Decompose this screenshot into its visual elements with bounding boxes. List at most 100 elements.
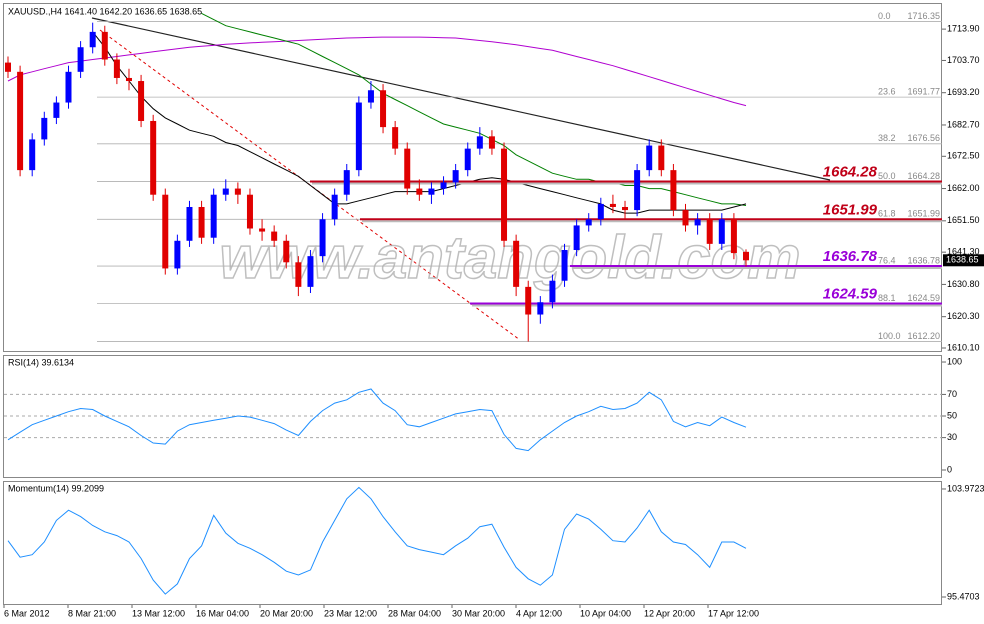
candle-body xyxy=(609,203,616,207)
candle-body xyxy=(5,62,11,72)
candle-body xyxy=(561,250,568,281)
candle-body xyxy=(464,148,471,171)
x-tick-label: 17 Apr 12:00 xyxy=(708,608,759,618)
fib-level: 88.1 xyxy=(878,293,896,303)
candle-body xyxy=(271,231,278,241)
candle-body xyxy=(622,206,629,211)
fib-level: 76.4 xyxy=(878,255,896,265)
level-label: 1636.78 xyxy=(823,248,878,265)
candle-body xyxy=(380,90,387,128)
chart-title: XAUUSD.,H4 1641.40 1642.20 1636.65 1638.… xyxy=(8,6,202,16)
candle-body xyxy=(174,240,181,269)
candle-body xyxy=(41,117,48,140)
candle-body xyxy=(585,219,592,226)
fib-price: 1651.99 xyxy=(907,209,940,219)
rsi-title: RSI(14) 39.6134 xyxy=(8,357,74,367)
candle-body xyxy=(525,286,532,315)
candle-body xyxy=(658,145,665,171)
fib-level: 50.0 xyxy=(878,171,896,181)
candle-body xyxy=(513,240,520,287)
fib-level: 23.6 xyxy=(878,86,896,96)
level-label: 1664.28 xyxy=(823,164,878,181)
y-tick-label: 95.4703 xyxy=(947,591,980,601)
y-tick-label: 1693.20 xyxy=(947,87,980,97)
fib-price: 1691.77 xyxy=(907,86,940,96)
candle-body xyxy=(476,136,483,149)
y-tick-label: 100 xyxy=(947,356,962,366)
candle-body xyxy=(77,47,84,72)
candle-body xyxy=(440,182,447,189)
y-tick-label: 1610.10 xyxy=(947,342,980,352)
candle-body xyxy=(210,194,217,238)
candle-body xyxy=(537,302,544,315)
y-tick-label: 1703.70 xyxy=(947,55,980,65)
x-tick-label: 23 Mar 12:00 xyxy=(324,608,377,618)
fib-level: 100.0 xyxy=(878,331,901,341)
main-panel xyxy=(3,3,942,352)
candle-body xyxy=(597,203,604,220)
x-tick-label: 12 Apr 20:00 xyxy=(644,608,695,618)
moving-average xyxy=(7,36,747,107)
candle-body xyxy=(488,136,495,149)
candle-body xyxy=(259,228,266,232)
fib-level: 38.2 xyxy=(878,133,896,143)
candle-body xyxy=(283,240,290,263)
fib-price: 1624.59 xyxy=(907,293,940,303)
candle-body xyxy=(101,31,108,60)
y-tick-label: 50 xyxy=(947,410,957,420)
x-tick-label: 8 Mar 21:00 xyxy=(68,608,116,618)
indicator-line xyxy=(7,388,747,452)
candle-body xyxy=(234,188,241,195)
candle-body xyxy=(404,148,411,189)
candle-body xyxy=(186,206,193,241)
indicator-line xyxy=(7,486,747,595)
candle-body xyxy=(670,170,677,211)
candle-body xyxy=(89,31,96,48)
x-tick-label: 30 Mar 20:00 xyxy=(452,608,505,618)
y-tick-label: 1662.00 xyxy=(947,183,980,193)
momentum-title: Momentum(14) 99.2099 xyxy=(8,483,104,493)
candle-body xyxy=(634,170,641,211)
candle-body xyxy=(367,90,374,103)
candle-body xyxy=(416,188,423,195)
x-tick-label: 28 Mar 04:00 xyxy=(388,608,441,618)
candle-body xyxy=(138,81,145,121)
candle-body xyxy=(428,188,435,195)
x-tick-label: 4 Apr 12:00 xyxy=(516,608,562,618)
candle-body xyxy=(65,71,72,103)
y-tick-label: 1630.80 xyxy=(947,279,980,289)
y-tick-label: 103.9723 xyxy=(947,483,984,493)
candle-body xyxy=(331,194,338,220)
candle-body xyxy=(319,219,326,257)
momentum-panel xyxy=(3,481,942,605)
fib-level: 0.0 xyxy=(878,11,891,21)
y-tick-label: 1682.70 xyxy=(947,119,980,129)
y-tick-label: 1651.50 xyxy=(947,215,980,225)
x-tick-label: 6 Mar 2012 xyxy=(4,608,50,618)
candle-body xyxy=(730,219,737,254)
fib-level: 61.8 xyxy=(878,209,896,219)
fib-price: 1676.56 xyxy=(907,133,940,143)
candle-body xyxy=(150,120,157,195)
candle-body xyxy=(706,219,713,244)
fib-price: 1636.78 xyxy=(907,255,940,265)
candle-body xyxy=(646,145,653,171)
candle-body xyxy=(17,71,24,171)
candle-body xyxy=(355,102,362,171)
y-tick-label: 1672.50 xyxy=(947,151,980,161)
moving-average xyxy=(201,12,747,206)
candle-body xyxy=(573,225,580,251)
candle-body xyxy=(246,194,253,229)
y-tick-label: 30 xyxy=(947,432,957,442)
candle-body xyxy=(343,170,350,195)
candle-body xyxy=(162,194,169,269)
candle-body xyxy=(694,219,701,226)
candle-body xyxy=(29,139,36,171)
fib-price: 1612.20 xyxy=(907,331,940,341)
candle-body xyxy=(682,210,689,226)
fib-price: 1716.35 xyxy=(907,11,940,21)
candle-body xyxy=(222,188,229,195)
candle-body xyxy=(718,219,725,244)
